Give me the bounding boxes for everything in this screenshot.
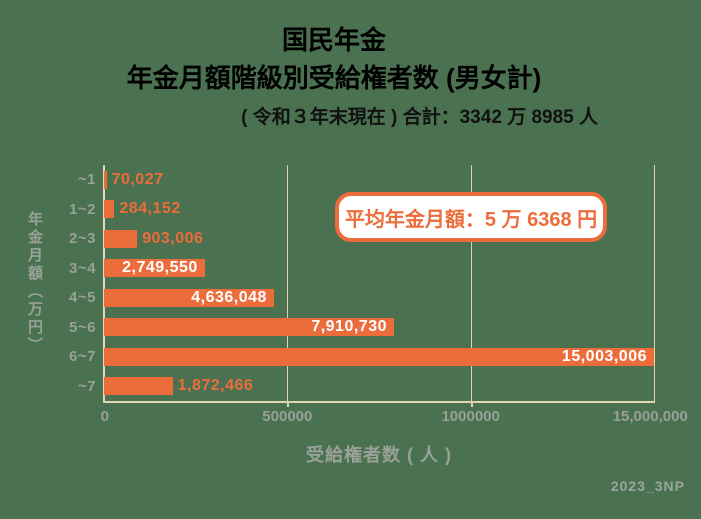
- category-label: 1~2: [69, 200, 96, 218]
- bar-row: 7,910,730: [104, 313, 654, 343]
- gridline-1000000: [470, 165, 472, 401]
- x-tick-label: 0: [100, 408, 110, 425]
- bar: [104, 170, 107, 189]
- gridline-500000: [287, 165, 289, 401]
- bar-row: 2,749,550: [104, 254, 654, 284]
- bar-row: 284,152: [104, 195, 654, 225]
- x-tick-mark: [470, 401, 473, 407]
- x-axis-line: [103, 401, 655, 403]
- chart-title-line1: 国民年金: [281, 25, 386, 55]
- x-tick-mark: [287, 401, 290, 407]
- bar-value-label: 4,636,048: [191, 288, 267, 306]
- category-axis-labels: ~1 1~2 2~3 3~4 4~5 5~6 6~7 ~7: [0, 165, 96, 401]
- chart-subtitle-total: ( 令和３年末現在 ) 合計：3342 万 8985 人: [241, 107, 598, 128]
- category-label: 6~7: [69, 348, 96, 366]
- y-axis-title: 年金月額（万円）: [26, 211, 43, 355]
- bar: [104, 200, 115, 219]
- bar-value-label: 903,006: [142, 229, 204, 247]
- category-label: 3~4: [69, 259, 96, 277]
- gridline-right-edge: [654, 165, 655, 401]
- bar: [104, 377, 173, 396]
- bar: [104, 229, 138, 248]
- x-tick-label: 15,000,000: [612, 408, 688, 425]
- x-tick-label: 500000: [262, 408, 313, 425]
- x-axis-tick-labels: 0 500000 1000000 15,000,000: [100, 408, 688, 426]
- bar-row: 15,003,006: [104, 342, 654, 372]
- bar-row: 70,027: [104, 165, 654, 195]
- bar-value-label: 2,749,550: [122, 259, 198, 277]
- x-axis-title: 受給権者数 ( 人 ): [306, 445, 452, 465]
- bar-value-label: 15,003,006: [561, 347, 647, 365]
- bar: 2,749,550: [104, 259, 205, 278]
- bar-value-label: 284,152: [119, 200, 181, 218]
- bar-value-label: 1,872,466: [177, 377, 254, 395]
- average-annotation-text: 平均年金月額：5 万 6368 円: [344, 208, 598, 231]
- category-label: 4~5: [69, 289, 96, 307]
- plot-area: 70,027 284,152 903,006 2,749,550 4,636,048 7,…: [103, 165, 655, 407]
- y-axis-line: [103, 165, 105, 401]
- bar-row: 1,872,466: [104, 372, 654, 402]
- x-tick-label: 1000000: [441, 408, 500, 425]
- category-label: ~7: [77, 377, 96, 395]
- bar: 7,910,730: [104, 318, 394, 337]
- bar-value-label: 70,027: [111, 170, 164, 188]
- average-annotation-box: 平均年金月額：5 万 6368 円: [335, 192, 607, 242]
- bar: 15,003,006: [104, 347, 654, 366]
- category-label: ~1: [77, 171, 96, 189]
- category-label: 5~6: [69, 318, 96, 336]
- bar: 4,636,048: [104, 288, 274, 307]
- bar-row: 903,006: [104, 224, 654, 254]
- watermark-label: 2023_3NP: [610, 478, 685, 494]
- bar-row: 4,636,048: [104, 283, 654, 313]
- chart-title-line2: 年金月額階級別受給権者数 (男女計): [126, 63, 542, 93]
- category-label: 2~3: [69, 230, 96, 248]
- bar-value-label: 7,910,730: [311, 318, 387, 336]
- bar-series: 70,027 284,152 903,006 2,749,550 4,636,048 7,…: [104, 165, 654, 401]
